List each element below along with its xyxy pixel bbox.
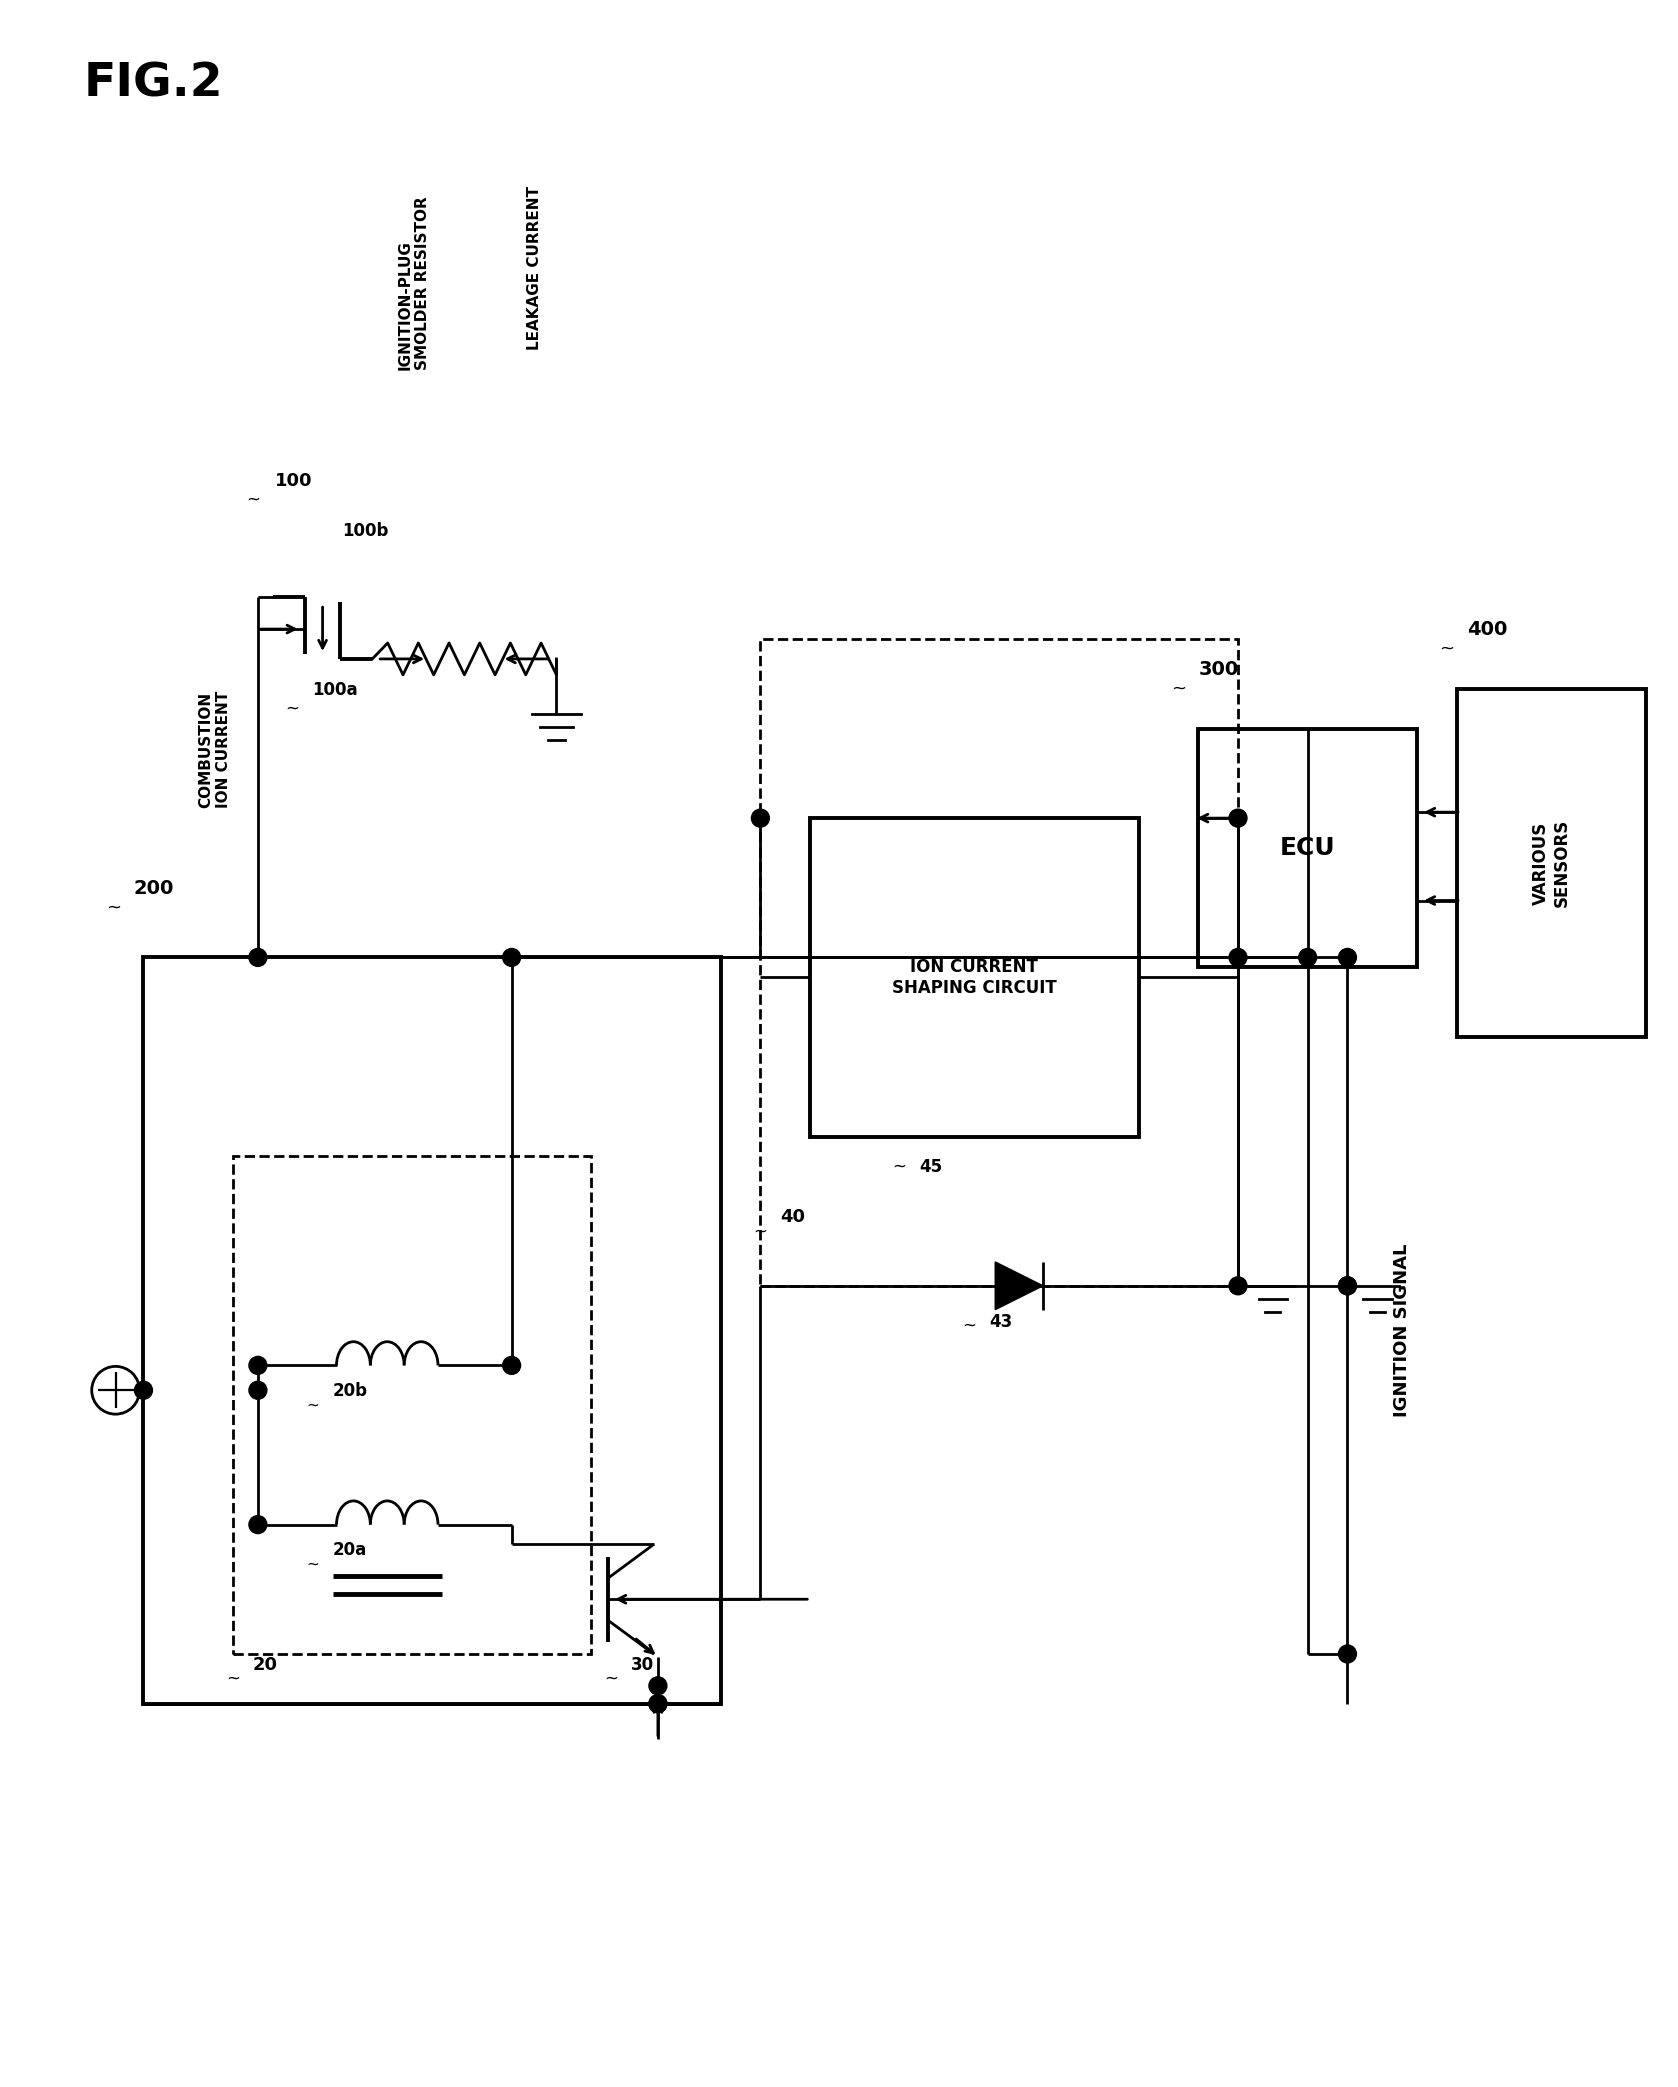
Circle shape (248, 1382, 267, 1398)
Circle shape (248, 1357, 267, 1375)
Circle shape (649, 1695, 666, 1713)
Text: 20b: 20b (332, 1382, 367, 1400)
Text: ~: ~ (963, 1317, 977, 1334)
Circle shape (1339, 1277, 1356, 1294)
Circle shape (503, 947, 520, 966)
Circle shape (1228, 1277, 1247, 1294)
Text: IGNITION SIGNAL: IGNITION SIGNAL (1393, 1244, 1411, 1417)
Text: ~: ~ (106, 899, 121, 916)
Circle shape (503, 1357, 520, 1375)
Circle shape (1228, 947, 1247, 966)
Text: ~: ~ (753, 1223, 767, 1240)
Text: LEAKAGE CURRENT: LEAKAGE CURRENT (527, 186, 542, 351)
Circle shape (1339, 947, 1356, 966)
Text: 40: 40 (780, 1208, 805, 1225)
Text: 400: 400 (1467, 620, 1507, 639)
Text: 100b: 100b (342, 522, 389, 541)
Text: ~: ~ (893, 1158, 906, 1175)
Circle shape (1339, 1277, 1356, 1294)
Bar (144, 958, 720, 1703)
Circle shape (752, 810, 769, 826)
Text: ~: ~ (227, 1670, 240, 1688)
Text: 43: 43 (990, 1313, 1012, 1332)
Text: ION CURRENT
SHAPING CIRCUIT: ION CURRENT SHAPING CIRCUIT (893, 958, 1057, 998)
Bar (1198, 728, 1418, 968)
Circle shape (134, 1382, 153, 1398)
Polygon shape (995, 1263, 1044, 1311)
Bar (810, 818, 1138, 1137)
Text: 100a: 100a (312, 680, 357, 699)
Circle shape (248, 1515, 267, 1534)
Text: 30: 30 (631, 1655, 654, 1674)
Circle shape (1339, 1645, 1356, 1663)
Text: ~: ~ (1440, 641, 1455, 657)
Text: 200: 200 (134, 879, 175, 897)
Circle shape (248, 947, 267, 966)
Text: 100: 100 (275, 472, 312, 490)
Text: 20: 20 (253, 1655, 279, 1674)
Text: ~: ~ (604, 1670, 618, 1688)
Text: 20a: 20a (332, 1542, 367, 1559)
Circle shape (649, 1676, 666, 1695)
Text: IGNITION-PLUG
SMOLDER RESISTOR: IGNITION-PLUG SMOLDER RESISTOR (398, 196, 430, 369)
Text: ~: ~ (285, 699, 300, 718)
Text: ~: ~ (1171, 680, 1186, 697)
Text: ~: ~ (307, 1557, 319, 1572)
Text: VARIOUS
SENSORS: VARIOUS SENSORS (1532, 818, 1571, 908)
Text: 300: 300 (1198, 659, 1238, 678)
Text: ~: ~ (247, 490, 260, 509)
Circle shape (1228, 810, 1247, 826)
Text: ~: ~ (307, 1398, 319, 1413)
Text: FIG.2: FIG.2 (84, 63, 223, 106)
Text: 45: 45 (920, 1158, 943, 1177)
Bar (760, 639, 1238, 1286)
Circle shape (1299, 947, 1317, 966)
Circle shape (649, 1695, 666, 1713)
Text: ECU: ECU (1280, 837, 1336, 860)
Text: COMBUSTION
ION CURRENT: COMBUSTION ION CURRENT (198, 691, 230, 808)
Bar (233, 1156, 591, 1655)
Bar (1457, 689, 1646, 1037)
